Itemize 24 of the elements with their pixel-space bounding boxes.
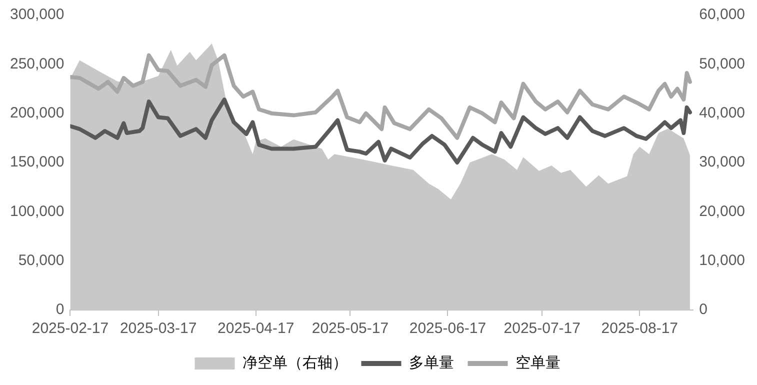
y-tick-label: 200,000 <box>10 104 64 122</box>
y2-tick-label: 60,000 <box>699 6 746 24</box>
y2-tick-label: 30,000 <box>699 154 746 171</box>
y-tick-label: 0 <box>56 301 64 318</box>
y2-tick-label: 0 <box>699 301 708 318</box>
x-tick-label: 2025-03-17 <box>120 320 197 338</box>
legend-label: 空单量 <box>515 354 560 372</box>
x-tick-label: 2025-06-17 <box>409 320 486 338</box>
legend-label: 多单量 <box>408 354 454 372</box>
y-tick-label: 100,000 <box>10 202 64 220</box>
y-tick-label: 300,000 <box>10 6 64 24</box>
y2-tick-label: 20,000 <box>699 202 746 220</box>
y2-tick-label: 10,000 <box>699 252 746 269</box>
x-tick-label: 2025-07-17 <box>504 320 580 338</box>
x-tick-label: 2025-04-17 <box>217 320 294 338</box>
y-tick-label: 150,000 <box>10 154 64 171</box>
y-tick-label: 50,000 <box>18 252 64 269</box>
y2-tick-label: 40,000 <box>699 104 746 122</box>
x-tick-label: 2025-02-17 <box>32 320 109 338</box>
legend-label: 净空单（右轴） <box>242 354 348 372</box>
y-tick-label: 250,000 <box>10 55 64 72</box>
y2-tick-label: 50,000 <box>699 55 746 72</box>
x-tick-label: 2025-08-17 <box>601 320 678 338</box>
x-tick-label: 2025-05-17 <box>312 320 389 338</box>
